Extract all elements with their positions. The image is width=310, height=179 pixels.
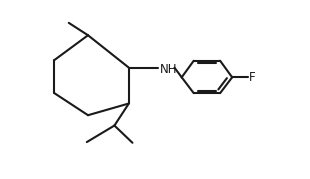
Text: NH: NH bbox=[160, 62, 177, 76]
Text: F: F bbox=[249, 71, 255, 84]
